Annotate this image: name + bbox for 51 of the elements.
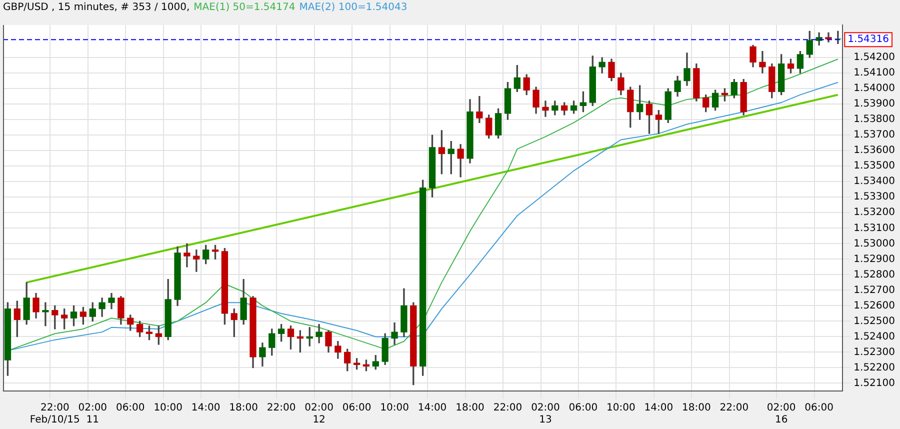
- y-tick-label: 1.53700: [854, 130, 896, 141]
- candlestick: [184, 243, 190, 268]
- y-tick-label: 1.53300: [854, 192, 896, 203]
- x-tick-label: 22:00: [266, 402, 296, 414]
- candlestick: [759, 51, 766, 74]
- x-tick-label: 10:00: [606, 402, 636, 414]
- text: MAE(1) 50=1.54174: [194, 1, 296, 15]
- x-tick-label: 10:00: [380, 402, 409, 414]
- x-tick-label: 22:00: [720, 402, 749, 414]
- y-tick-label: 1.52200: [854, 362, 896, 374]
- candlestick: [542, 100, 549, 117]
- x-tick-label: 18:00: [229, 402, 258, 414]
- x-tick-label: 18:00: [682, 402, 711, 414]
- x-tick-label: 06:00: [804, 402, 834, 414]
- y-tick-label: 1.53800: [854, 114, 896, 126]
- y-tick-label: 1.52800: [854, 269, 896, 280]
- y-tick-label: 1.52100: [854, 378, 896, 389]
- y-tick-label: 1.53600: [854, 145, 896, 156]
- x-tick-label: 02:00 16: [766, 402, 796, 426]
- y-tick-label: 1.52500: [854, 316, 896, 327]
- x-tick-label: 14:00: [418, 402, 447, 414]
- x-tick-label: 06:00: [116, 402, 145, 414]
- x-tick-label: 02:00 11: [78, 402, 108, 426]
- x-tick-label: 06:00: [342, 402, 372, 414]
- y-tick-label: 1.52300: [854, 346, 896, 358]
- x-tick-label: 18:00: [456, 402, 484, 414]
- y-tick-label: 1.54000: [854, 83, 896, 94]
- y-tick-label: 1.54100: [854, 68, 896, 79]
- y-tick-label: 1.52900: [854, 254, 896, 265]
- x-tick-label: 02:00 12: [304, 402, 334, 426]
- y-tick-label: 1.52600: [854, 300, 896, 312]
- y-tick-label: 1.53400: [854, 176, 896, 188]
- y-tick-label: 1.53000: [854, 238, 896, 250]
- x-tick-label: 14:00: [644, 402, 674, 414]
- y-tick-label: 1.52700: [854, 284, 896, 296]
- x-tick-label: 22:00 Feb/10/15: [30, 402, 80, 426]
- y-tick-label: 1.53200: [854, 207, 896, 218]
- y-tick-label: 1.53100: [854, 222, 896, 234]
- y-tick-label: 1.53900: [854, 98, 896, 110]
- text: MAE(2) 100=1.54043: [299, 1, 408, 15]
- x-tick-label: 22:00: [493, 402, 522, 414]
- x-tick-label: 14:00: [191, 402, 220, 414]
- candlestick: [42, 302, 49, 326]
- y-tick-label: 1.54200: [854, 52, 896, 64]
- x-tick-label: 02:00 13: [531, 402, 560, 426]
- x-tick-label: 06:00: [568, 402, 598, 414]
- x-tick-label: 10:00: [154, 402, 183, 414]
- y-tick-label: 1.53500: [854, 160, 896, 172]
- ref-line-label: 1.54316: [848, 34, 890, 46]
- chart-title: GBP/USD , 15 minutes, # 353 / 1000,: [3, 1, 190, 15]
- y-tick-label: 1.52400: [854, 331, 896, 342]
